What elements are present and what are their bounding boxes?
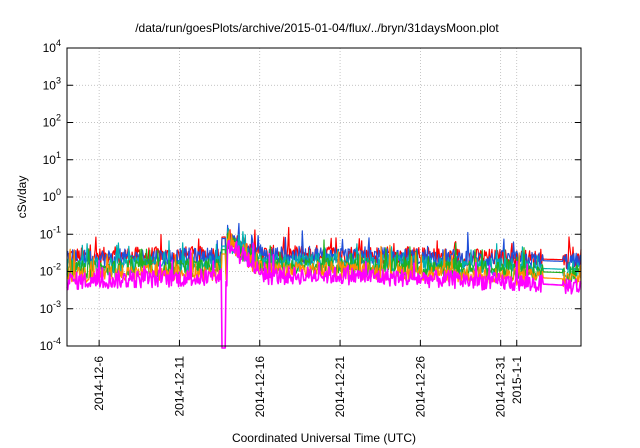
x-tick-label: 2014-12-16 <box>253 356 267 418</box>
y-tick-label: 10-1 <box>40 224 61 241</box>
x-axis: 2014-12-6 2014-12-11 2014-12-16 2014-12-21 2… <box>92 340 524 417</box>
y-tick-label: 10-4 <box>40 336 61 353</box>
plot-frame <box>66 47 582 347</box>
series-line <box>66 239 582 349</box>
y-tick-label: 103 <box>43 75 61 92</box>
x-tick-label: 2015-1-1 <box>510 356 524 404</box>
y-axis-label: cSv/day <box>15 176 29 219</box>
y-tick-label: 101 <box>43 150 61 167</box>
grid <box>67 48 581 346</box>
y-axis: 10-4 10-3 10-2 10-1 100 101 102 103 104 <box>40 38 581 353</box>
series-layer <box>66 222 582 349</box>
y-tick-label: 10-3 <box>40 299 61 316</box>
y-tick-label: 10-2 <box>40 262 61 279</box>
y-tick-label: 100 <box>43 187 61 204</box>
chart-title: /data/run/goesPlots/archive/2015-01-04/f… <box>135 21 499 35</box>
x-tick-label: 2014-12-26 <box>413 356 427 418</box>
x-tick-label: 2014-12-21 <box>333 356 347 418</box>
x-tick-label: 2014-12-31 <box>494 356 508 418</box>
y-tick-label: 102 <box>43 113 61 130</box>
x-tick-label: 2014-12-6 <box>92 356 106 411</box>
x-tick-label: 2014-12-11 <box>172 356 186 417</box>
y-tick-label: 104 <box>43 38 61 55</box>
x-axis-label: Coordinated Universal Time (UTC) <box>232 431 416 445</box>
